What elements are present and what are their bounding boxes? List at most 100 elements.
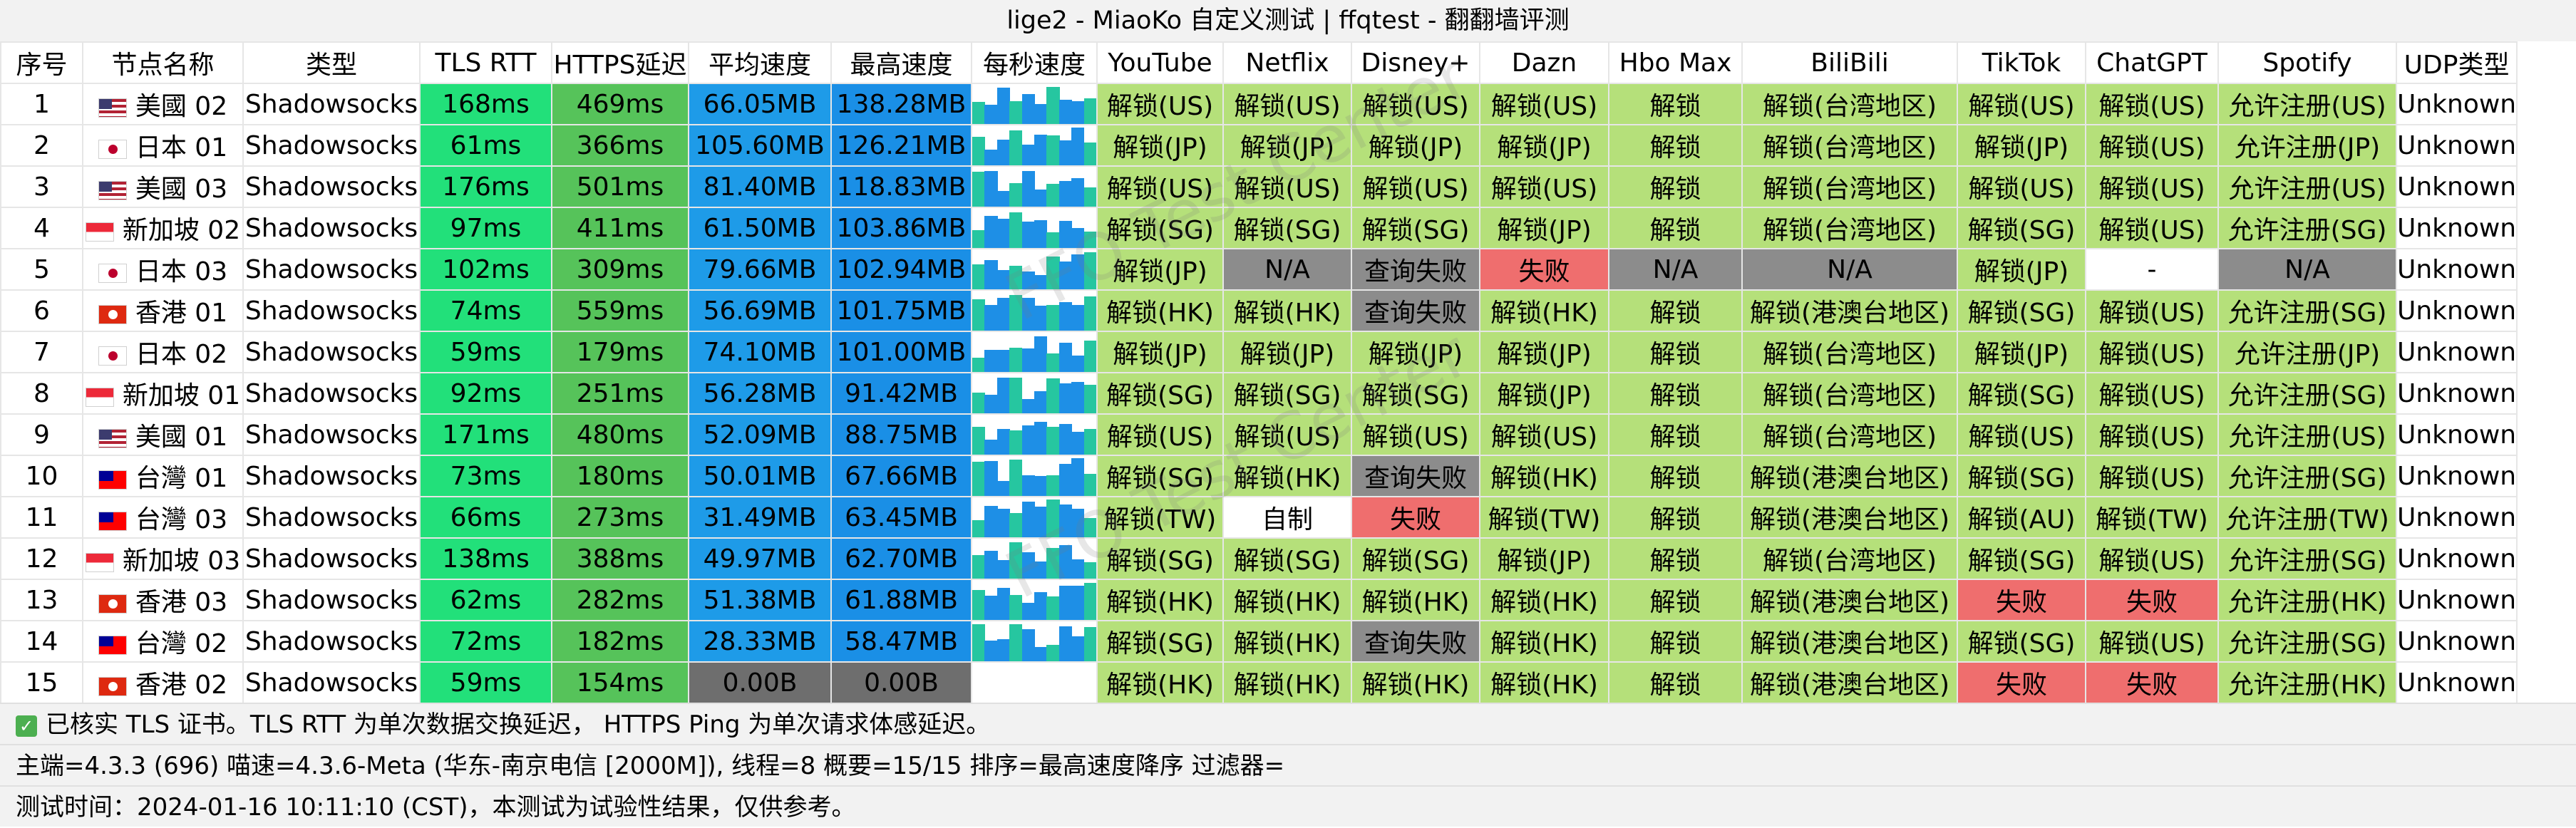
node-name: 香港 02 [82, 661, 244, 704]
unlock-tiktok: 解锁(SG) [1957, 372, 2086, 415]
tls-rtt: 74ms [419, 289, 552, 332]
unlock-tiktok: 解锁(SG) [1957, 289, 2086, 332]
table-row: 6 香港 01 Shadowsocks 74ms 559ms 56.69MB 101.75M… [0, 289, 2518, 332]
unlock-netflix: 解锁(JP) [1222, 331, 1352, 373]
unlock-spotify: 允许注册(SG) [2217, 620, 2397, 663]
udp-type: Unknown [2395, 124, 2518, 167]
flag-us-icon [98, 428, 127, 448]
unlock-bili: N/A [1741, 248, 1958, 291]
tls-rtt: 102ms [419, 248, 552, 291]
unlock-disney: 解锁(SG) [1351, 372, 1480, 415]
footer-note: ✓ 已核实 TLS 证书。TLS RTT 为单次数据交换延迟， HTTPS Pin… [0, 703, 2576, 744]
column-header: 类型 [242, 41, 421, 84]
footer-note-text: 已核实 TLS 证书。TLS RTT 为单次数据交换延迟， HTTPS Ping… [46, 710, 991, 739]
unlock-disney: 查询失败 [1351, 455, 1480, 497]
row-index: 13 [0, 579, 83, 621]
node-type: Shadowsocks [242, 207, 421, 249]
table-row: 4 新加坡 02 Shadowsocks 97ms 411ms 61.50MB 103.86… [0, 207, 2518, 249]
https-latency: 251ms [551, 372, 689, 415]
max-speed: 103.86MB [830, 207, 972, 249]
unlock-tiktok: 解锁(JP) [1957, 248, 2086, 291]
tls-rtt: 61ms [419, 124, 552, 167]
avg-speed: 52.09MB [688, 413, 832, 456]
per-second-speed-graph [971, 124, 1098, 167]
avg-speed: 79.66MB [688, 248, 832, 291]
table-row: 9 美國 01 Shadowsocks 171ms 480ms 52.09MB 88.75M… [0, 413, 2518, 456]
unlock-bili: 解锁(台湾地区) [1741, 165, 1958, 208]
unlock-dazn: 解锁(HK) [1479, 620, 1609, 663]
table-row: 1 美國 02 Shadowsocks 168ms 469ms 66.05MB 138.28… [0, 83, 2518, 125]
unlock-youtube: 解锁(US) [1096, 165, 1224, 208]
unlock-hbo: 解锁 [1608, 496, 1743, 539]
unlock-disney: 查询失败 [1351, 248, 1480, 291]
unlock-chatgpt: 解锁(US) [2085, 372, 2219, 415]
per-second-speed-graph [971, 331, 1098, 373]
column-header: BiliBili [1741, 41, 1958, 84]
table-body: 1 美國 02 Shadowsocks 168ms 469ms 66.05MB 138.28… [0, 83, 2518, 704]
footer-time: 测试时间：2024-01-16 10:11:10 (CST)，本测试为试验性结果… [0, 785, 2576, 827]
udp-type: Unknown [2395, 165, 2518, 208]
tls-rtt: 92ms [419, 372, 552, 415]
row-index: 3 [0, 165, 83, 208]
udp-type: Unknown [2395, 413, 2518, 456]
avg-speed: 74.10MB [688, 331, 832, 373]
table-row: 3 美國 03 Shadowsocks 176ms 501ms 81.40MB 118.83… [0, 165, 2518, 208]
row-index: 2 [0, 124, 83, 167]
unlock-spotify: 允许注册(JP) [2217, 124, 2397, 167]
udp-type: Unknown [2395, 579, 2518, 621]
unlock-chatgpt: 解锁(US) [2085, 124, 2219, 167]
column-header: Spotify [2217, 41, 2397, 84]
node-type: Shadowsocks [242, 455, 421, 497]
node-name: 日本 02 [82, 331, 244, 373]
udp-type: Unknown [2395, 661, 2518, 704]
flag-hk-icon [98, 676, 127, 696]
unlock-chatgpt: 解锁(US) [2085, 207, 2219, 249]
tls-rtt: 138ms [419, 537, 552, 580]
unlock-hbo: 解锁 [1608, 372, 1743, 415]
flag-sg-icon [85, 387, 114, 407]
unlock-netflix: 解锁(SG) [1222, 207, 1352, 249]
unlock-spotify: 允许注册(TW) [2217, 496, 2397, 539]
tls-rtt: 73ms [419, 455, 552, 497]
unlock-dazn: 解锁(HK) [1479, 455, 1609, 497]
avg-speed: 28.33MB [688, 620, 832, 663]
table-row: 12 新加坡 03 Shadowsocks 138ms 388ms 49.97MB 62.7… [0, 537, 2518, 580]
row-index: 12 [0, 537, 83, 580]
max-speed: 138.28MB [830, 83, 972, 125]
udp-type: Unknown [2395, 83, 2518, 125]
node-name: 新加坡 01 [82, 372, 244, 415]
node-name-text: 日本 02 [135, 340, 228, 369]
node-name: 台灣 02 [82, 620, 244, 663]
unlock-dazn: 失败 [1479, 248, 1609, 291]
max-speed: 62.70MB [830, 537, 972, 580]
node-name: 新加坡 02 [82, 207, 244, 249]
row-index: 11 [0, 496, 83, 539]
https-latency: 469ms [551, 83, 689, 125]
unlock-dazn: 解锁(JP) [1479, 124, 1609, 167]
tls-rtt: 72ms [419, 620, 552, 663]
unlock-dazn: 解锁(US) [1479, 413, 1609, 456]
node-name-text: 新加坡 01 [122, 381, 241, 410]
avg-speed: 51.38MB [688, 579, 832, 621]
header-row: 序号 节点名称 类型 TLS RTT HTTPS延迟 平均速度 最高速度 每秒速度 YouTub… [0, 41, 2518, 84]
unlock-tiktok: 解锁(AU) [1957, 496, 2086, 539]
unlock-tiktok: 失败 [1957, 579, 2086, 621]
node-name-text: 美國 02 [135, 92, 228, 121]
unlock-tiktok: 解锁(SG) [1957, 537, 2086, 580]
row-index: 9 [0, 413, 83, 456]
https-latency: 411ms [551, 207, 689, 249]
max-speed: 88.75MB [830, 413, 972, 456]
max-speed: 102.94MB [830, 248, 972, 291]
unlock-disney: 解锁(SG) [1351, 207, 1480, 249]
column-header: TikTok [1957, 41, 2086, 84]
unlock-netflix: 解锁(HK) [1222, 620, 1352, 663]
https-latency: 366ms [551, 124, 689, 167]
tls-rtt: 62ms [419, 579, 552, 621]
tls-rtt: 176ms [419, 165, 552, 208]
flag-hk-icon [98, 594, 127, 614]
unlock-dazn: 解锁(JP) [1479, 372, 1609, 415]
unlock-hbo: 解锁 [1608, 289, 1743, 332]
https-latency: 154ms [551, 661, 689, 704]
unlock-tiktok: 解锁(SG) [1957, 455, 2086, 497]
